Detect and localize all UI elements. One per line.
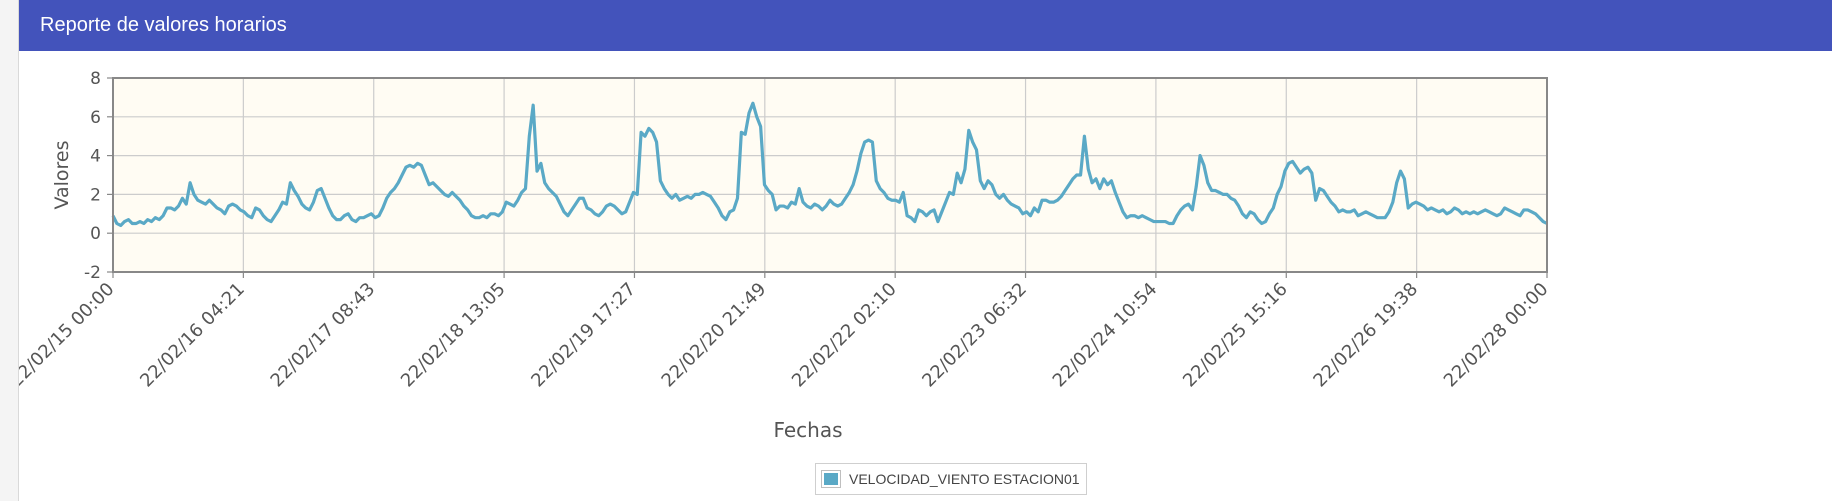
x-tick-label: 22/02/25 15:16 xyxy=(1179,279,1292,392)
x-tick-label: 22/02/22 02:10 xyxy=(788,279,901,392)
x-tick-label: 22/02/18 13:05 xyxy=(397,279,510,392)
legend-swatch xyxy=(821,470,841,488)
x-tick-label: 22/02/15 00:00 xyxy=(19,279,119,392)
y-tick-label: -2 xyxy=(84,263,101,283)
series-group xyxy=(111,101,1548,228)
panel-header: Reporte de valores horarios xyxy=(19,0,1832,51)
y-tick-label: 6 xyxy=(90,108,101,128)
legend[interactable]: VELOCIDAD_VIENTO ESTACION01 xyxy=(815,463,1087,495)
legend-label-series: VELOCIDAD_VIENTO ESTACION01 xyxy=(849,471,1080,487)
report-panel: Reporte de valores horarios -2 0 2 4 6 8 22/0… xyxy=(18,0,1832,501)
y-axis-ticks: -2 0 2 4 6 8 xyxy=(84,69,113,283)
x-tick-label: 22/02/16 04:21 xyxy=(136,279,249,392)
series-line-0 xyxy=(111,101,1548,228)
x-tick-label: 22/02/23 06:32 xyxy=(918,279,1031,392)
x-axis-ticks: 22/02/15 00:00 22/02/16 04:21 22/02/17 08:… xyxy=(19,272,1553,391)
x-tick-label: 22/02/17 08:43 xyxy=(267,279,380,392)
plot-area xyxy=(113,78,1547,272)
x-tick-label: 22/02/20 21:49 xyxy=(658,279,771,392)
y-tick-label: 8 xyxy=(90,69,101,89)
x-tick-label: 22/02/28 00:00 xyxy=(1440,279,1553,392)
y-tick-label: 0 xyxy=(90,224,101,244)
x-tick-label: 22/02/19 17:27 xyxy=(527,279,640,392)
panel-title: Reporte de valores horarios xyxy=(40,14,287,36)
x-axis-label: Fechas xyxy=(773,418,842,442)
y-tick-label: 2 xyxy=(90,185,101,205)
x-tick-label: 22/02/26 19:38 xyxy=(1309,279,1422,392)
y-tick-label: 4 xyxy=(90,147,101,167)
x-tick-label: 22/02/24 10:54 xyxy=(1049,279,1162,392)
y-axis-label: Valores xyxy=(51,140,73,209)
plot-border xyxy=(112,77,1548,273)
